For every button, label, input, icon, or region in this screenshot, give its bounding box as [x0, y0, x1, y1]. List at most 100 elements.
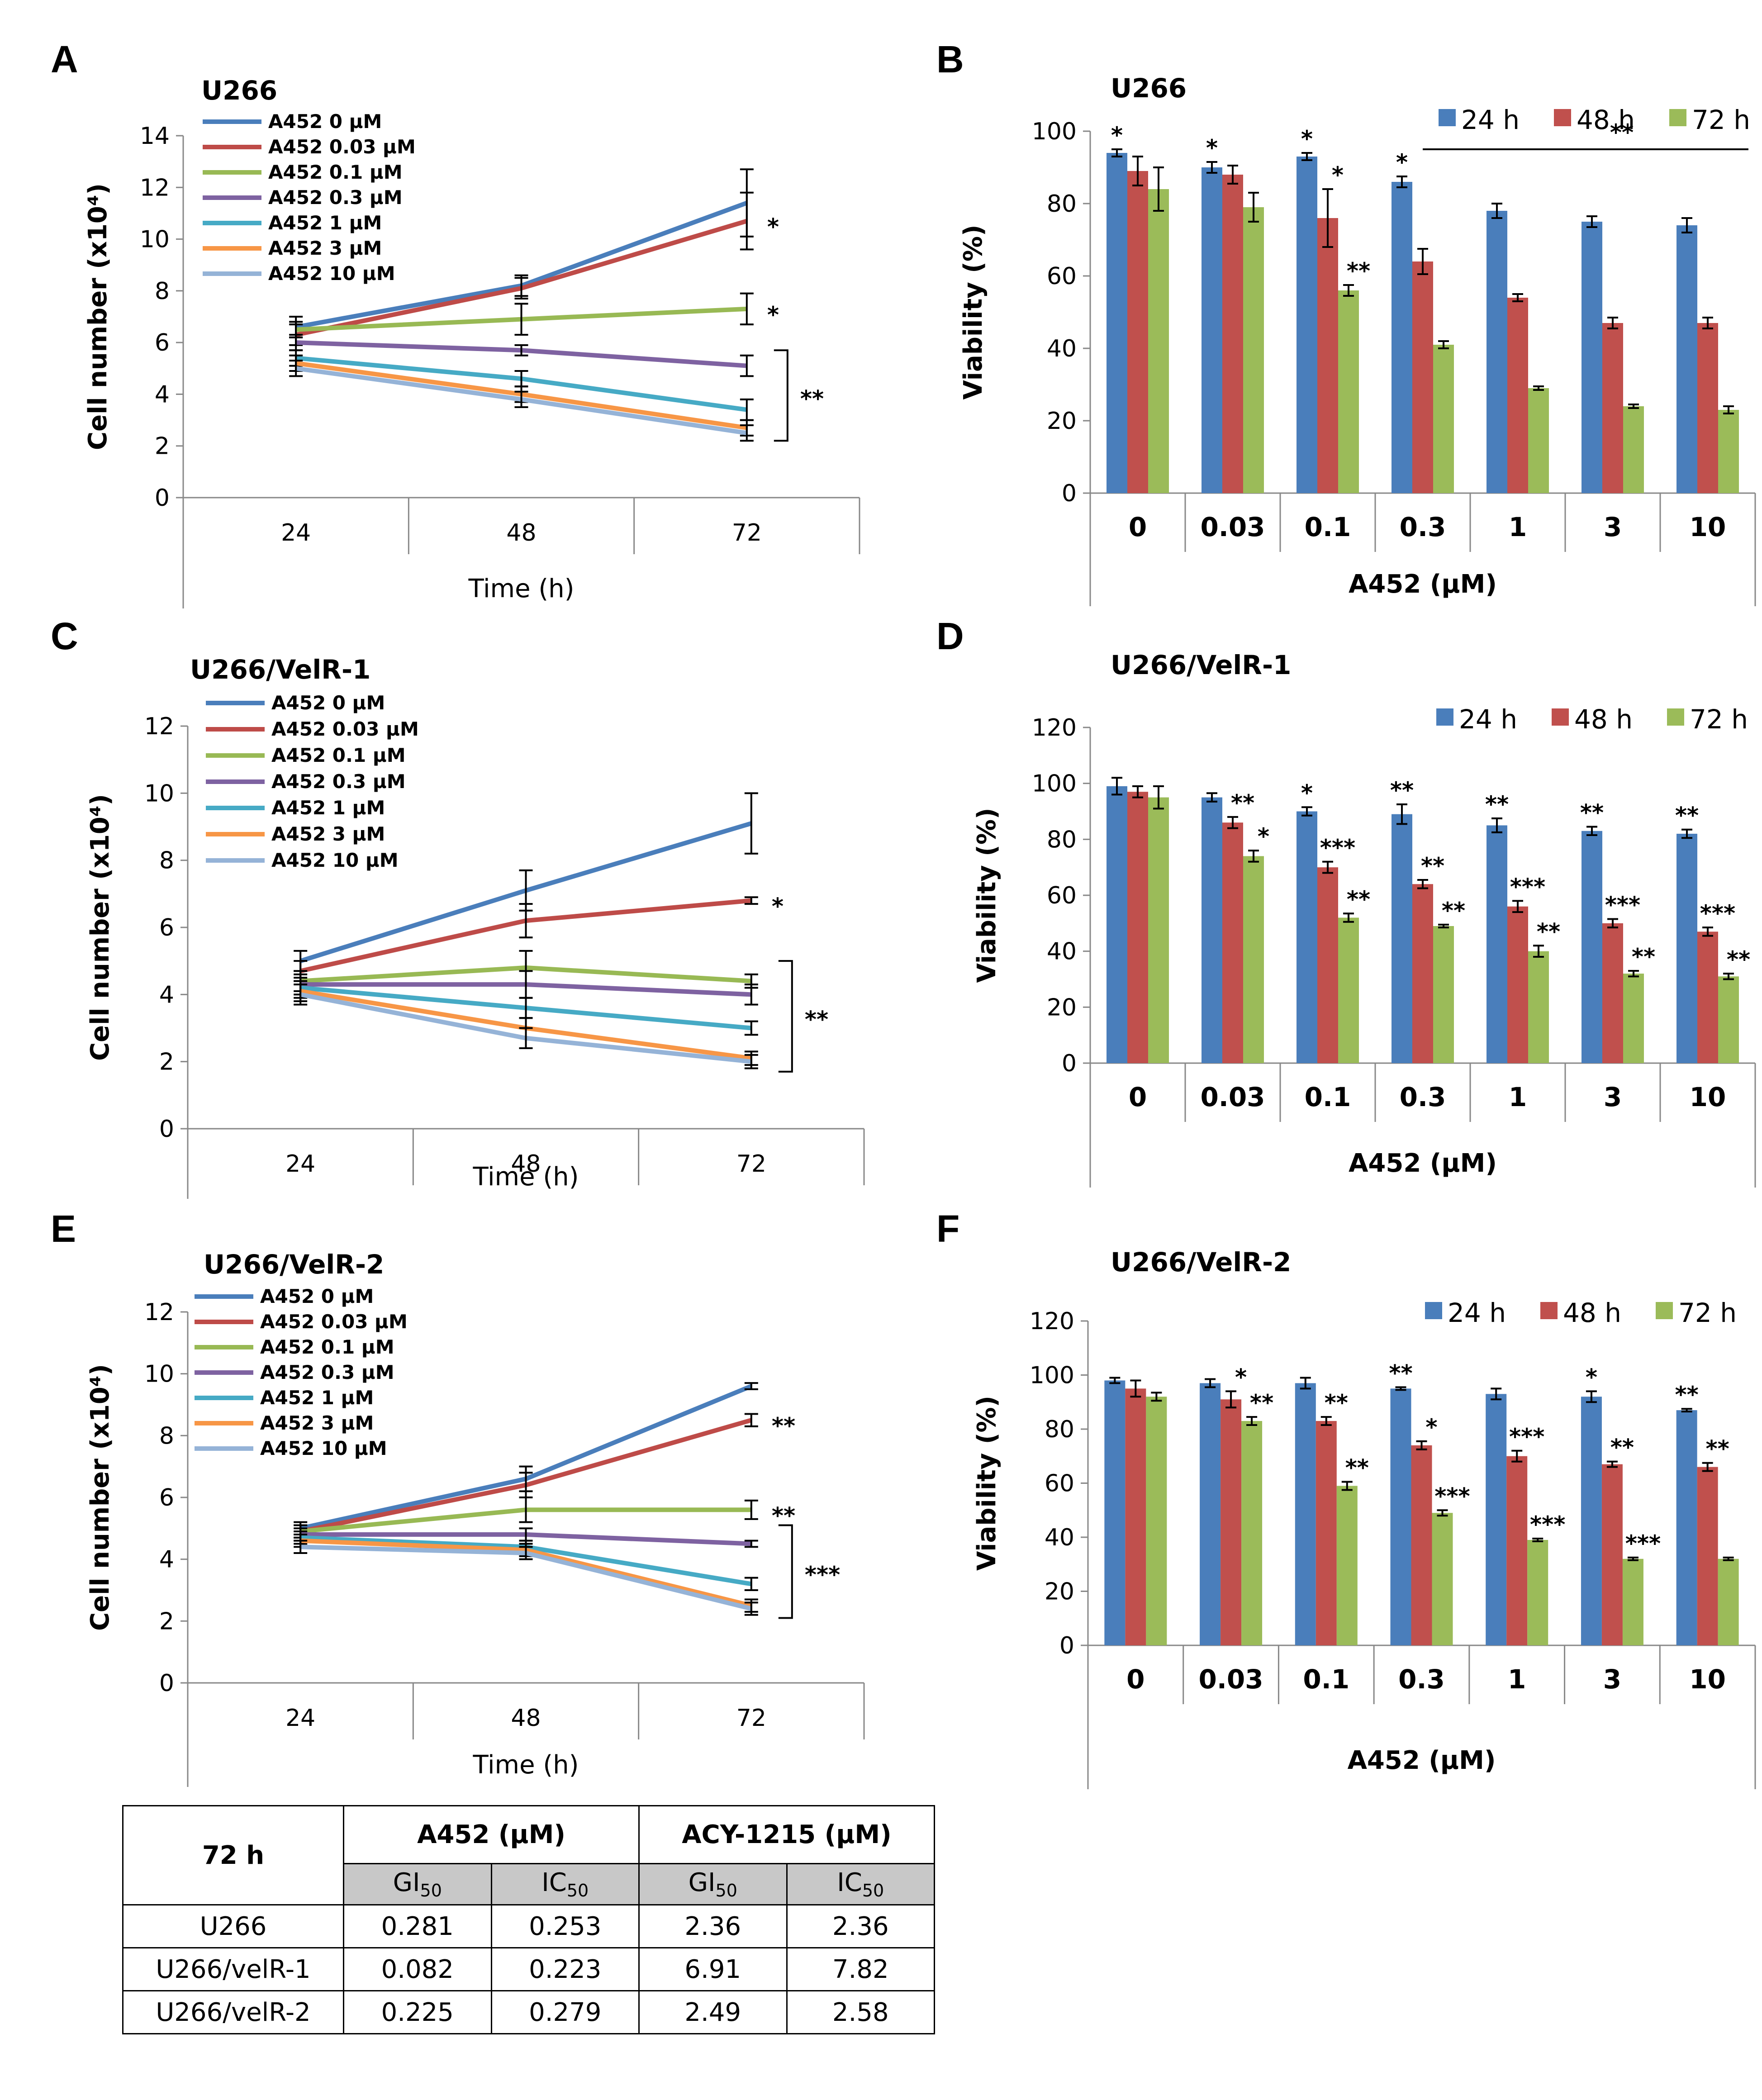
- x-axis-label: Time (h): [472, 1162, 579, 1192]
- bar: [1676, 1410, 1697, 1645]
- significance-marker: **: [1610, 119, 1634, 146]
- y-axis-label: Viability (%): [972, 808, 1002, 983]
- y-tick-label: 10: [144, 780, 174, 807]
- y-axis-label: Cell number (x10⁴): [85, 1364, 115, 1631]
- legend-label: 24 h: [1448, 1297, 1506, 1328]
- bar: [1697, 323, 1718, 493]
- bar: [1506, 1456, 1528, 1645]
- x-tick-label: 24: [285, 1705, 315, 1732]
- bar: [1528, 388, 1549, 493]
- significance-marker: *: [1301, 780, 1313, 806]
- x-tick-label: 1: [1508, 1664, 1526, 1695]
- y-tick-label: 120: [1032, 714, 1077, 741]
- y-tick-label: 0: [155, 485, 170, 512]
- legend-label: A452 0.03 μM: [268, 136, 416, 158]
- subheader-subscript: 50: [862, 1881, 884, 1901]
- x-tick-label: 48: [511, 1705, 541, 1732]
- bar: [1411, 1445, 1432, 1645]
- x-tick-label: 0: [1129, 1082, 1147, 1112]
- y-tick-label: 12: [144, 1299, 174, 1326]
- significance-marker: *: [1425, 1414, 1437, 1440]
- x-tick-label: 24: [281, 519, 311, 546]
- bar: [1148, 189, 1169, 493]
- bar: [1487, 211, 1507, 493]
- legend-label: A452 0 μM: [268, 110, 382, 133]
- significance-bracket: [778, 1524, 793, 1619]
- x-axis-label: A452 (μM): [1348, 1746, 1496, 1775]
- x-tick-label: 72: [732, 519, 762, 546]
- x-tick-label: 24: [285, 1150, 315, 1178]
- significance-marker: *: [1301, 126, 1313, 152]
- significance-marker: **: [1442, 898, 1465, 924]
- bar: [1338, 917, 1359, 1063]
- table-cell: 0.253: [490, 1904, 640, 1948]
- table-corner-header: 72 h: [122, 1805, 344, 1905]
- x-tick-label: 3: [1604, 512, 1622, 542]
- x-tick-label: 0.03: [1200, 1082, 1265, 1112]
- bar: [1433, 345, 1454, 493]
- y-tick-label: 20: [1045, 1578, 1074, 1606]
- y-tick-label: 6: [159, 1484, 174, 1511]
- bar: [1297, 157, 1317, 493]
- table-cell: 2.36: [638, 1904, 788, 1948]
- bar: [1581, 1397, 1602, 1645]
- bar: [1697, 1467, 1718, 1645]
- y-tick-label: 20: [1047, 994, 1077, 1021]
- significance-marker: **: [1727, 946, 1750, 973]
- significance-marker: **: [1675, 1382, 1698, 1408]
- bar: [1622, 1558, 1643, 1645]
- bar: [1718, 410, 1739, 493]
- significance-marker: *: [1586, 1364, 1597, 1390]
- bar: [1602, 923, 1623, 1063]
- bar: [1127, 171, 1148, 493]
- bar: [1392, 182, 1412, 493]
- table-subheader: GI50: [638, 1863, 788, 1905]
- bar: [1222, 175, 1243, 493]
- bar-chart-b: U266 0 20 40 60 80 100 0 0.03 0.1 0.3 1 3 10 A452 (μM)…: [959, 73, 1756, 606]
- legend-label: 72 h: [1692, 105, 1750, 135]
- significance-marker: ***: [1605, 892, 1640, 918]
- significance-marker: ***: [1625, 1530, 1661, 1557]
- x-tick-label: 3: [1603, 1664, 1621, 1695]
- panel-letter-b: B: [936, 38, 964, 81]
- table-cell: 2.36: [786, 1904, 935, 1948]
- bar: [1623, 974, 1644, 1063]
- x-tick-label: 10: [1689, 1664, 1726, 1695]
- panel-letter-a: A: [51, 38, 78, 81]
- bar: [1528, 951, 1549, 1063]
- x-tick-label: 10: [1690, 512, 1726, 542]
- bar-chart-d: U266/VelR-1 0 20 40 60 80 100 120 0 0.03 0.1 0.3 1 3 1…: [972, 650, 1756, 1188]
- bar: [1486, 1394, 1507, 1645]
- x-tick-label: 0: [1129, 512, 1147, 542]
- legend-label: 48 h: [1577, 105, 1635, 135]
- y-tick-label: 60: [1047, 882, 1077, 909]
- bar: [1677, 833, 1697, 1063]
- table-row: U266 0.281 0.253 2.36 2.36: [122, 1904, 935, 1948]
- legend-label: 48 h: [1563, 1297, 1621, 1328]
- significance-marker: **: [1632, 944, 1655, 970]
- y-tick-label: 0: [1062, 480, 1077, 507]
- bar: [1718, 976, 1739, 1063]
- bar: [1295, 1383, 1316, 1645]
- bar: [1412, 261, 1433, 493]
- panel-letter-g: G: [51, 1800, 80, 1805]
- significance-marker: **: [1537, 918, 1560, 945]
- bar: [1107, 153, 1127, 493]
- y-tick-label: 0: [159, 1670, 174, 1697]
- y-tick-label: 12: [140, 174, 170, 201]
- legend-label: A452 10 μM: [260, 1437, 387, 1459]
- table-cell: 0.281: [343, 1904, 492, 1948]
- legend-label: A452 10 μM: [271, 849, 399, 871]
- significance-marker: **: [1347, 886, 1370, 912]
- legend-swatch: [1439, 109, 1456, 126]
- bar: [1317, 867, 1338, 1063]
- bar: [1507, 298, 1528, 493]
- y-tick-label: 8: [155, 278, 170, 305]
- y-tick-label: 14: [140, 123, 170, 150]
- y-tick-label: 0: [159, 1116, 174, 1143]
- significance-marker: **: [1675, 803, 1699, 829]
- legend-label: A452 3 μM: [268, 237, 382, 259]
- bar: [1104, 1380, 1126, 1645]
